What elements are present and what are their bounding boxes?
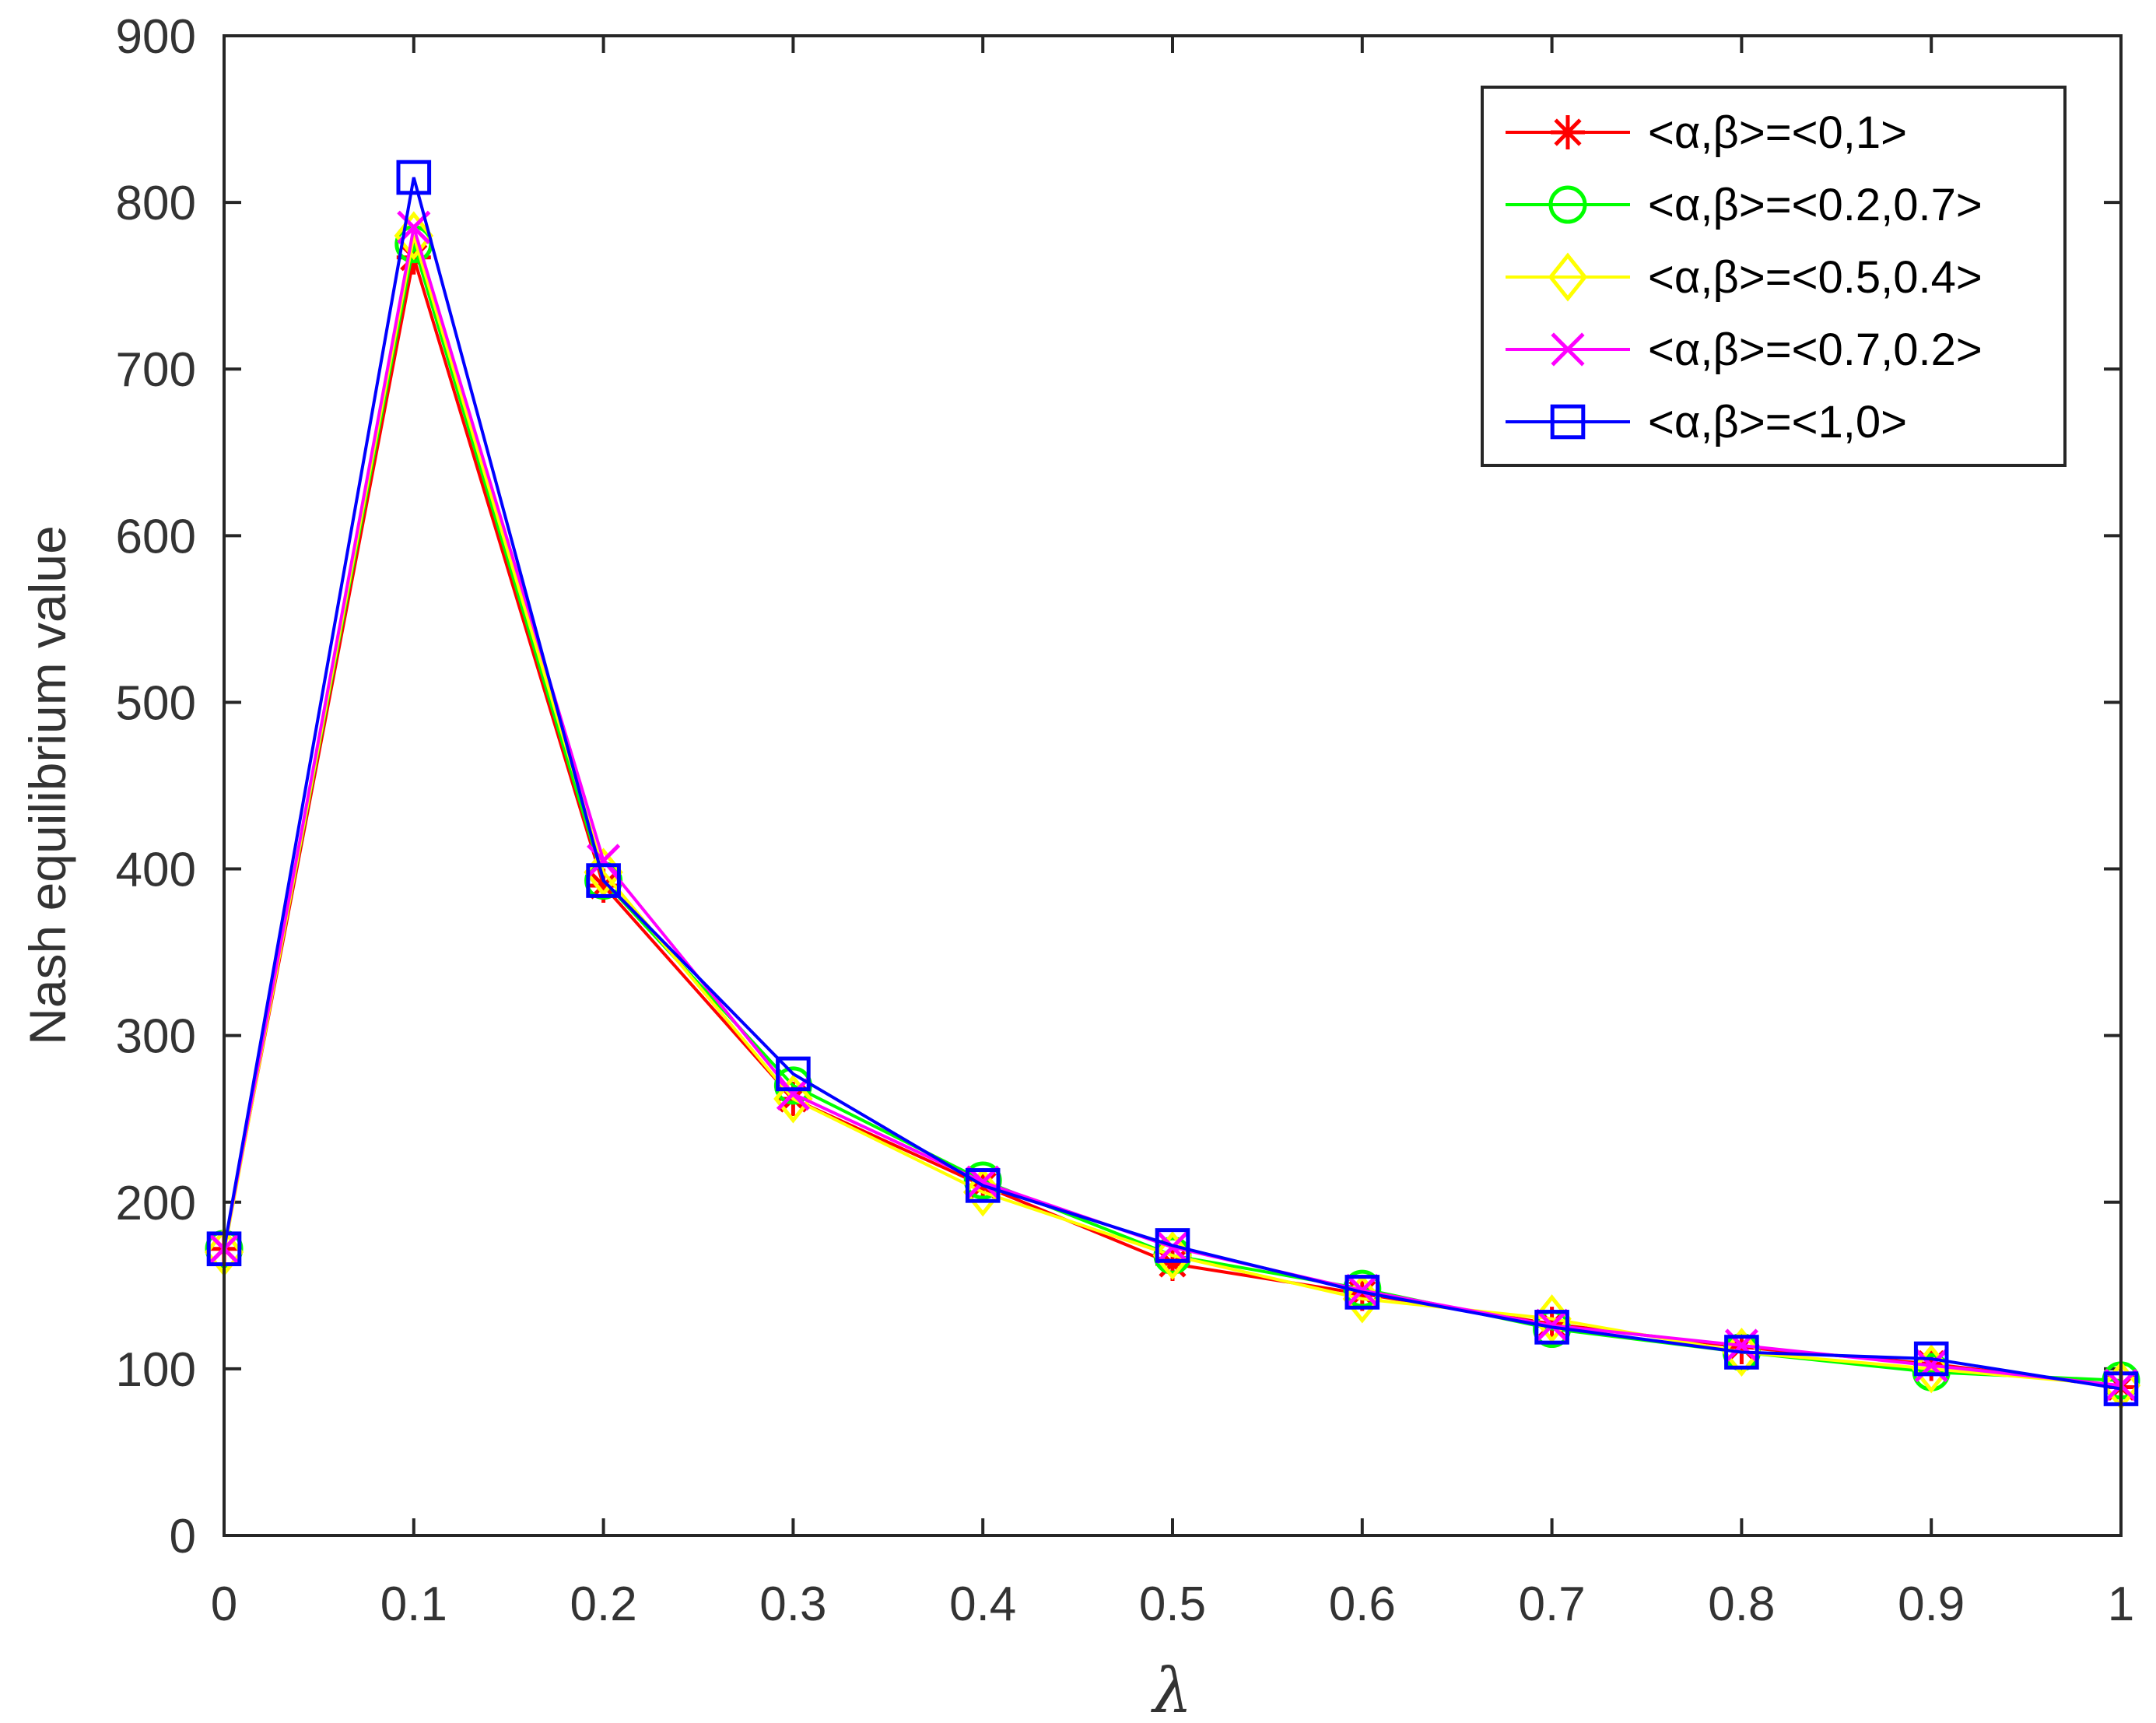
- x-tick-label: 0.4: [949, 1577, 1016, 1631]
- y-tick-label: 300: [116, 1010, 196, 1064]
- marker-square: [776, 1056, 811, 1092]
- y-tick-label: 600: [116, 510, 196, 563]
- marker-diamond: [1548, 252, 1588, 302]
- y-tick-label: 700: [116, 343, 196, 397]
- plot-frame: [223, 34, 2123, 1537]
- marker-square: [1724, 1335, 1759, 1370]
- x-tick-label: 1: [2108, 1577, 2134, 1631]
- data-point: [1344, 1275, 1380, 1310]
- legend-label: <α,β>=<0.2,0.7>: [1648, 180, 1982, 230]
- legend-label: <α,β>=<0,1>: [1648, 107, 1907, 158]
- x-axis-label: λ: [1151, 1655, 1193, 1723]
- x-tick-label: 0.7: [1518, 1577, 1585, 1631]
- x-tick-label: 0.2: [570, 1577, 636, 1631]
- y-tick-label: 800: [116, 177, 196, 230]
- marker-x-stroke: [587, 844, 621, 878]
- marker-square: [1550, 404, 1586, 440]
- marker-x-stroke: [1155, 1230, 1190, 1265]
- data-point: [586, 863, 621, 898]
- x-tick-label: 0.9: [1898, 1577, 1965, 1631]
- marker-asterisk-stroke: [1554, 118, 1582, 146]
- legend-entry: <α,β>=<1,0>: [1506, 397, 1907, 447]
- legend-label: <α,β>=<1,0>: [1648, 397, 1907, 447]
- data-point: [1155, 1228, 1190, 1263]
- legend-entry: <α,β>=<0.7,0.2>: [1506, 325, 1982, 375]
- marker-x-stroke: [1551, 332, 1585, 367]
- legend-label: <α,β>=<0.7,0.2>: [1648, 325, 1982, 375]
- x-tick-label: 0.1: [380, 1577, 447, 1631]
- marker-x-stroke: [1535, 1308, 1569, 1342]
- legend-entry: <α,β>=<0.2,0.7>: [1506, 180, 1982, 230]
- data-point: [965, 1168, 1001, 1203]
- data-point: [1534, 1310, 1569, 1345]
- x-tick-label: 0.3: [759, 1577, 826, 1631]
- x-axis: 0 0.1 0.2 0.3 0.4 0.5 0.6 0.7 0.8 0.9 1: [211, 36, 2134, 1631]
- series-line: [223, 177, 2122, 1391]
- marker-square: [1913, 1341, 1949, 1377]
- series-5: [206, 160, 2139, 1406]
- marker-square: [1534, 1310, 1569, 1345]
- data-point: [1345, 1273, 1379, 1307]
- data-point: [396, 160, 432, 195]
- data-point: [773, 1074, 813, 1124]
- x-tick-label: 0: [211, 1577, 237, 1631]
- y-tick-label: 400: [116, 844, 196, 897]
- x-tick-label: 0.8: [1708, 1577, 1775, 1631]
- marker-square: [1344, 1275, 1380, 1310]
- y-tick-label: 100: [116, 1343, 196, 1397]
- x-tick-label: 0.6: [1329, 1577, 1396, 1631]
- series-layer: [204, 160, 2141, 1410]
- legend-entry: <α,β>=<0.5,0.4>: [1506, 252, 1982, 303]
- legend-entry: <α,β>=<0,1>: [1506, 107, 1907, 158]
- marker-square: [586, 863, 621, 898]
- marker-square: [965, 1168, 1001, 1203]
- data-point: [776, 1077, 810, 1111]
- marker-diamond: [773, 1074, 813, 1124]
- marker-square: [1155, 1228, 1190, 1263]
- x-tick-label: 0.5: [1139, 1577, 1206, 1631]
- y-tick-label: 200: [116, 1177, 196, 1230]
- series-line: [223, 235, 2122, 1388]
- data-point: [1724, 1335, 1759, 1370]
- data-point: [776, 1056, 811, 1092]
- marker-diamond: [394, 211, 434, 261]
- data-point: [1155, 1230, 1190, 1265]
- marker-x-stroke: [1345, 1273, 1379, 1307]
- y-tick-label: 500: [116, 676, 196, 730]
- y-axis: 0 100 200 300 400 500 600 700 800 900: [116, 10, 2121, 1563]
- data-point: [1535, 1308, 1569, 1342]
- data-point: [394, 211, 434, 261]
- legend-label: <α,β>=<0.5,0.4>: [1648, 252, 1982, 303]
- marker-circle: [1548, 185, 1587, 224]
- y-tick-label: 900: [116, 10, 196, 64]
- legend: <α,β>=<0,1> <α,β>=<0.2,0.7> <α,β>=<0.5,0.4…: [1481, 86, 2067, 467]
- data-point: [587, 844, 621, 878]
- marker-square: [396, 160, 432, 195]
- marker-x-stroke: [776, 1077, 810, 1111]
- y-tick-label: 0: [170, 1510, 196, 1563]
- y-axis-label: Nash equilibrium value: [19, 525, 76, 1045]
- data-point: [1913, 1341, 1949, 1377]
